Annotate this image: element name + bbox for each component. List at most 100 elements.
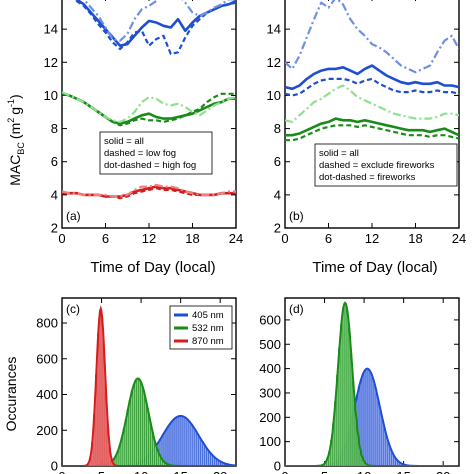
y-tick-label: 0	[51, 459, 58, 474]
x-tick-label: 5	[321, 469, 328, 474]
ylabel-top-sub: BC	[16, 142, 26, 155]
histogram-bar	[196, 433, 199, 466]
legend-box-line: dashed = low fog	[104, 148, 176, 159]
series-line-dot-dashed	[285, 0, 459, 74]
y-tick-label: 300	[259, 385, 281, 400]
series-line-dashed	[62, 187, 236, 200]
bars-group	[62, 305, 236, 466]
x-tick-label: 10	[134, 469, 148, 474]
histogram-bar	[144, 398, 147, 466]
legend-box	[314, 143, 458, 187]
y-tick-label: 600	[259, 312, 281, 327]
series-line-dot-dashed	[62, 91, 236, 123]
x-tick-label: 15	[173, 469, 187, 474]
panel-label: (b)	[289, 209, 304, 223]
series-line-dot-dashed	[285, 84, 459, 123]
legend-box-line: dashed = exclude fireworks	[319, 160, 435, 171]
series-line-dot-dashed	[82, 0, 236, 42]
x-tick-label: 20	[436, 469, 450, 474]
ylabel-bottom: Occurances	[3, 357, 19, 432]
xlabel-top-b: Time of Day (local)	[312, 259, 437, 276]
histogram-bar	[165, 429, 168, 466]
histogram-bar	[377, 402, 380, 466]
histogram-bar	[375, 393, 378, 466]
legend-label: 405 nm	[192, 310, 224, 321]
series-group	[285, 0, 459, 142]
x-tick-label: 15	[396, 469, 410, 474]
histogram-bar	[138, 379, 141, 466]
histogram-bar	[132, 384, 135, 466]
y-tick-label: 4	[274, 187, 281, 202]
fit-curve	[62, 377, 236, 466]
y-tick-label: 500	[259, 337, 281, 352]
ylabel-top-close: )	[7, 94, 23, 99]
histogram-bar	[170, 420, 174, 466]
y-tick-label: 6	[51, 154, 58, 169]
y-tick-label: 600	[36, 351, 58, 366]
histogram-bar	[190, 424, 193, 466]
x-tick-label: 24	[452, 231, 466, 246]
x-tick-label: 24	[229, 231, 243, 246]
y-tick-label: 8	[274, 121, 281, 136]
ylabel-top-sup1: -1	[6, 99, 16, 107]
histogram-bar	[140, 383, 143, 466]
panel-label: (a)	[66, 209, 81, 223]
histogram-bar	[340, 323, 343, 466]
series-line-dashed	[285, 124, 459, 142]
x-tick-label: 6	[102, 231, 109, 246]
series-line-solid	[285, 64, 459, 91]
legend-box-line: dot-dashed = fireworks	[319, 172, 416, 183]
histogram-bar	[342, 307, 345, 466]
y-tick-label: 200	[36, 423, 58, 438]
y-tick-label: 0	[274, 459, 281, 474]
histogram-bar	[130, 391, 133, 466]
y-tick-label: 4	[51, 187, 58, 202]
legend-box	[99, 131, 213, 175]
histogram-bar	[369, 372, 372, 466]
ylabel-top-unit2: g	[7, 107, 23, 115]
y-tick-label: 14	[44, 22, 58, 37]
histogram-bar	[192, 427, 195, 466]
histogram-bar	[379, 411, 382, 466]
y-tick-label: 2	[51, 221, 58, 236]
histogram-bar	[204, 446, 207, 466]
histogram-bar	[206, 449, 209, 466]
histogram-bar	[202, 443, 205, 466]
histogram-bar	[180, 415, 183, 466]
y-tick-label: 200	[259, 410, 281, 425]
histogram-bar	[381, 420, 384, 466]
x-tick-label: 12	[142, 231, 156, 246]
histogram-bar	[346, 310, 349, 466]
series-line-dot-dashed	[62, 183, 236, 198]
fit-curve	[285, 367, 459, 466]
histogram-bar	[148, 417, 151, 466]
x-tick-label: 10	[357, 469, 371, 474]
histogram-bar	[174, 417, 177, 466]
series-line-dashed	[285, 77, 459, 97]
histogram-bar	[361, 373, 364, 466]
histogram-bar	[373, 384, 376, 466]
x-tick-label: 12	[365, 231, 379, 246]
histogram-bar	[176, 416, 179, 466]
histogram-bar	[365, 368, 368, 466]
histogram-bar	[136, 378, 139, 466]
x-tick-label: 0	[58, 231, 65, 246]
x-tick-label: 20	[213, 469, 227, 474]
series-line-solid	[74, 0, 236, 47]
ylabel-top-sup2: 2	[6, 118, 16, 123]
y-tick-label: 100	[259, 434, 281, 449]
histogram-bar	[134, 380, 137, 466]
y-tick-label: 10	[44, 88, 58, 103]
ylabel-top-unit: (m	[7, 123, 23, 139]
x-tick-label: 5	[98, 469, 105, 474]
histogram-bar	[178, 415, 181, 466]
legend-box-line: solid = all	[104, 136, 144, 147]
fit-curve	[285, 301, 459, 466]
histogram-bar	[166, 426, 170, 466]
histogram-bar	[208, 451, 211, 466]
x-tick-label: 6	[325, 231, 332, 246]
